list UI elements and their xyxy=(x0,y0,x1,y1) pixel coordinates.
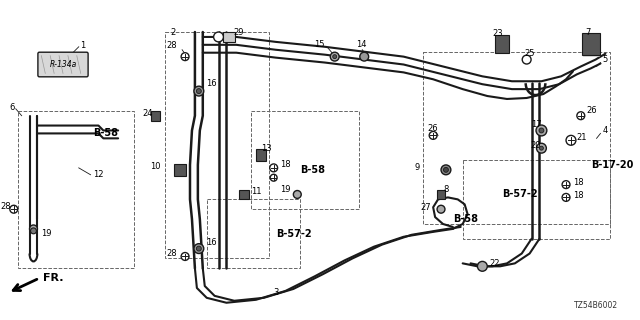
Text: 21: 21 xyxy=(577,133,588,142)
Text: R-134a: R-134a xyxy=(49,60,77,69)
Bar xyxy=(174,164,186,176)
Text: 16: 16 xyxy=(205,238,216,247)
Bar xyxy=(18,111,134,268)
Text: B-57-2: B-57-2 xyxy=(276,229,311,239)
Circle shape xyxy=(536,125,547,136)
Bar xyxy=(423,52,611,224)
Circle shape xyxy=(194,244,204,253)
Bar xyxy=(436,190,445,199)
Circle shape xyxy=(562,194,570,201)
Text: B-58: B-58 xyxy=(453,214,478,224)
Text: 12: 12 xyxy=(93,170,104,179)
Circle shape xyxy=(566,135,576,145)
Text: 5: 5 xyxy=(602,55,608,64)
Text: 1: 1 xyxy=(80,41,85,50)
Text: 10: 10 xyxy=(150,162,161,172)
Text: 2: 2 xyxy=(170,28,175,36)
Text: B-57-2: B-57-2 xyxy=(502,189,538,199)
Text: 8: 8 xyxy=(443,185,449,194)
Text: 17: 17 xyxy=(531,120,541,129)
Text: B-17-20: B-17-20 xyxy=(591,160,633,170)
Text: 18: 18 xyxy=(280,160,291,169)
Text: 7: 7 xyxy=(586,28,591,36)
Text: FR.: FR. xyxy=(44,273,64,283)
Text: 28: 28 xyxy=(166,249,177,258)
Text: 16: 16 xyxy=(205,79,216,88)
Text: TZ54B6002: TZ54B6002 xyxy=(574,300,618,310)
Text: 4: 4 xyxy=(602,126,608,135)
Text: 26: 26 xyxy=(587,106,597,115)
FancyBboxPatch shape xyxy=(38,52,88,77)
Bar xyxy=(223,32,236,42)
Bar xyxy=(256,149,266,161)
Bar xyxy=(463,160,611,239)
Text: B-58: B-58 xyxy=(93,128,118,139)
Text: 25: 25 xyxy=(525,49,535,58)
Bar xyxy=(150,111,161,121)
Circle shape xyxy=(31,228,36,234)
Bar xyxy=(165,32,269,259)
Bar xyxy=(207,199,300,268)
Circle shape xyxy=(330,52,339,61)
Circle shape xyxy=(270,174,277,181)
Text: 26: 26 xyxy=(428,124,438,133)
Text: 18: 18 xyxy=(573,178,584,187)
Circle shape xyxy=(540,146,543,150)
Text: 29: 29 xyxy=(234,28,244,36)
Text: 18: 18 xyxy=(573,191,584,200)
Circle shape xyxy=(429,132,437,139)
Circle shape xyxy=(196,89,202,93)
Circle shape xyxy=(293,190,301,198)
Text: 11: 11 xyxy=(251,187,262,196)
Text: 13: 13 xyxy=(261,144,271,153)
Circle shape xyxy=(360,52,369,61)
Text: 22: 22 xyxy=(489,259,500,268)
Circle shape xyxy=(577,112,585,120)
Text: B-58: B-58 xyxy=(300,165,325,175)
Circle shape xyxy=(181,252,189,260)
Circle shape xyxy=(441,165,451,175)
Circle shape xyxy=(444,167,449,172)
Circle shape xyxy=(214,32,223,42)
Text: 15: 15 xyxy=(314,40,325,49)
Text: 28: 28 xyxy=(0,202,11,211)
Text: 9: 9 xyxy=(414,164,419,172)
Text: 14: 14 xyxy=(356,40,367,49)
Text: 3: 3 xyxy=(273,288,278,297)
Text: 27: 27 xyxy=(420,203,431,212)
Bar xyxy=(582,33,600,55)
Text: 23: 23 xyxy=(492,29,503,38)
Circle shape xyxy=(333,55,337,59)
Circle shape xyxy=(437,205,445,213)
Circle shape xyxy=(181,53,189,60)
Circle shape xyxy=(522,55,531,64)
Bar xyxy=(495,35,509,53)
Text: 19: 19 xyxy=(280,185,291,194)
Circle shape xyxy=(477,261,487,271)
Circle shape xyxy=(194,86,204,96)
Circle shape xyxy=(269,164,278,172)
Text: 24: 24 xyxy=(143,109,153,118)
Circle shape xyxy=(536,143,547,153)
Text: 19: 19 xyxy=(42,229,52,238)
Circle shape xyxy=(196,246,202,251)
Circle shape xyxy=(562,181,570,188)
Circle shape xyxy=(29,225,37,233)
Text: 6: 6 xyxy=(10,103,15,112)
Text: 28: 28 xyxy=(166,41,177,50)
Circle shape xyxy=(539,128,544,133)
Text: 20: 20 xyxy=(531,141,541,150)
Bar xyxy=(251,111,359,209)
Bar xyxy=(239,189,249,199)
Circle shape xyxy=(10,205,18,213)
